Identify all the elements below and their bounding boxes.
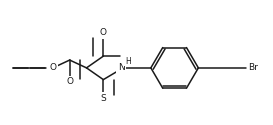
Text: O: O bbox=[100, 28, 107, 37]
Text: H: H bbox=[125, 56, 131, 66]
Text: N: N bbox=[118, 63, 124, 72]
Text: O: O bbox=[66, 77, 73, 86]
Text: S: S bbox=[100, 94, 106, 103]
Text: Br: Br bbox=[248, 63, 258, 72]
Text: O: O bbox=[49, 63, 56, 72]
